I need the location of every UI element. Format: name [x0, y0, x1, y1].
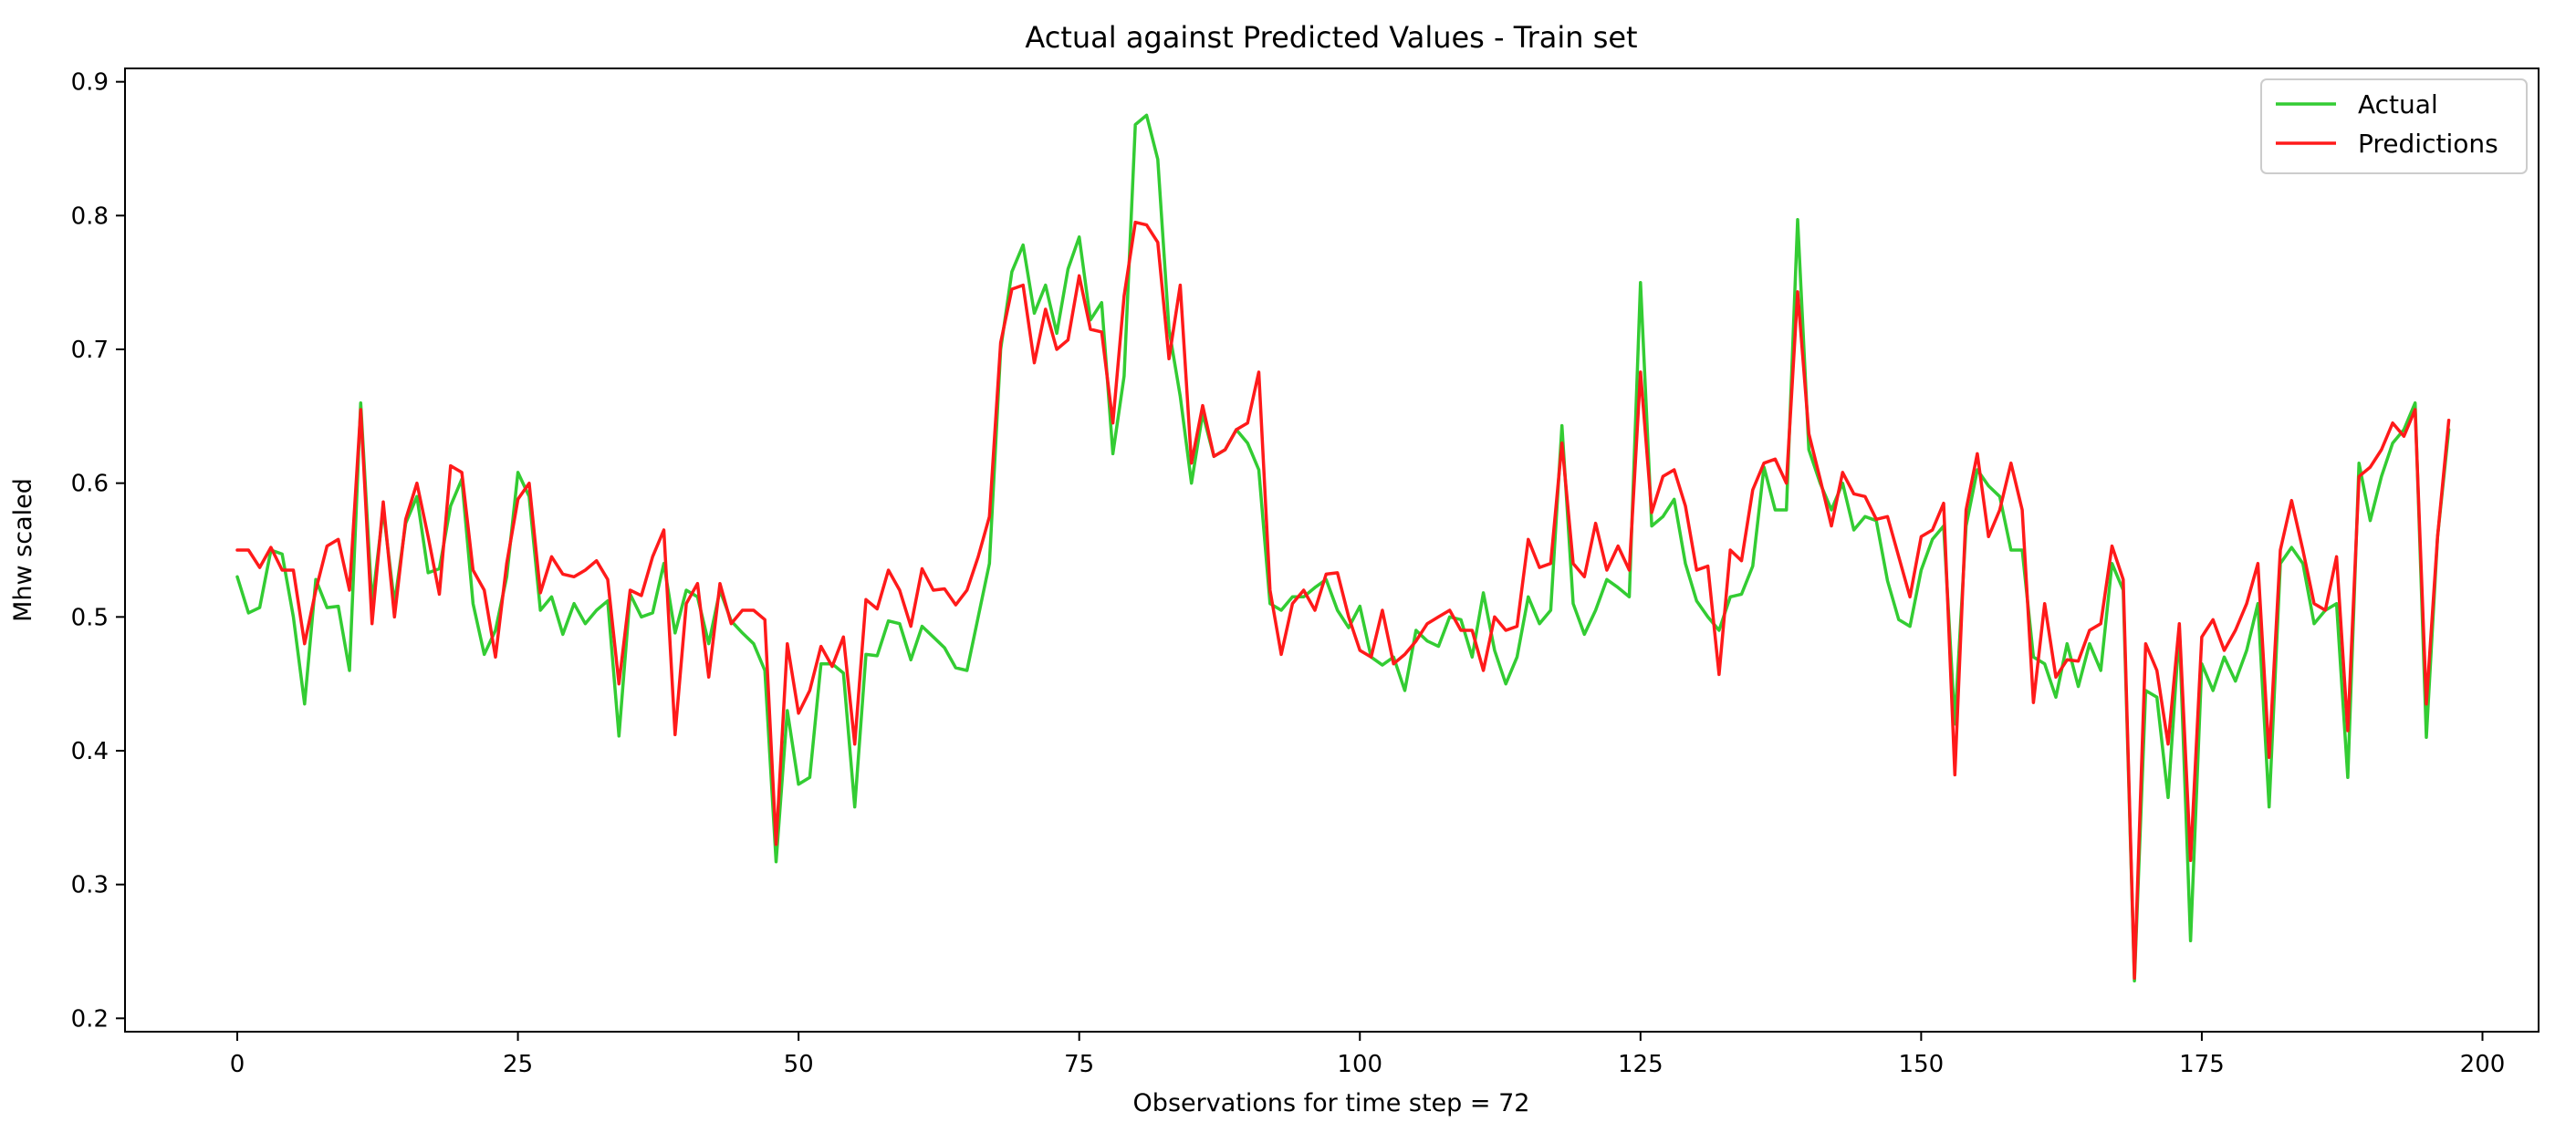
x-tick-label: 200	[2460, 1051, 2506, 1078]
x-tick-label: 175	[2179, 1051, 2225, 1078]
chart-title: Actual against Predicted Values - Train …	[1025, 20, 1637, 55]
plot-lines	[235, 113, 2451, 983]
legend-label-predictions: Predictions	[2358, 129, 2498, 159]
plot-frame	[124, 68, 2539, 1033]
series-line-predictions	[235, 220, 2451, 981]
x-tick-label: 100	[1337, 1051, 1382, 1078]
y-tick-label: 0.3	[71, 872, 109, 899]
y-tick-label: 0.5	[71, 604, 109, 631]
x-tick-label: 0	[230, 1051, 245, 1078]
x-tick-label: 75	[1064, 1051, 1094, 1078]
y-tick-label: 0.7	[71, 337, 109, 364]
y-tick-label: 0.9	[71, 69, 109, 97]
y-axis-label: Mhw scaled	[9, 478, 37, 622]
series-line-actual	[235, 113, 2451, 983]
x-tick-label: 150	[1899, 1051, 1945, 1078]
x-axis-ticks: 0 25 50 75 100 125 150 175 200	[230, 1032, 2506, 1078]
x-tick-label: 25	[503, 1051, 533, 1078]
y-tick-label: 0.6	[71, 471, 109, 498]
legend: Actual Predictions	[2260, 78, 2528, 174]
x-tick-label: 50	[784, 1051, 814, 1078]
y-tick-label: 0.4	[71, 738, 109, 765]
x-axis-label: Observations for time step = 72	[1133, 1089, 1530, 1117]
y-axis-ticks: 0.2 0.3 0.4 0.5 0.6 0.7 0.8 0.9	[71, 69, 125, 1033]
y-tick-label: 0.8	[71, 203, 109, 230]
y-tick-label: 0.2	[71, 1005, 109, 1033]
x-tick-label: 125	[1618, 1051, 1663, 1078]
legend-label-actual: Actual	[2358, 89, 2438, 119]
